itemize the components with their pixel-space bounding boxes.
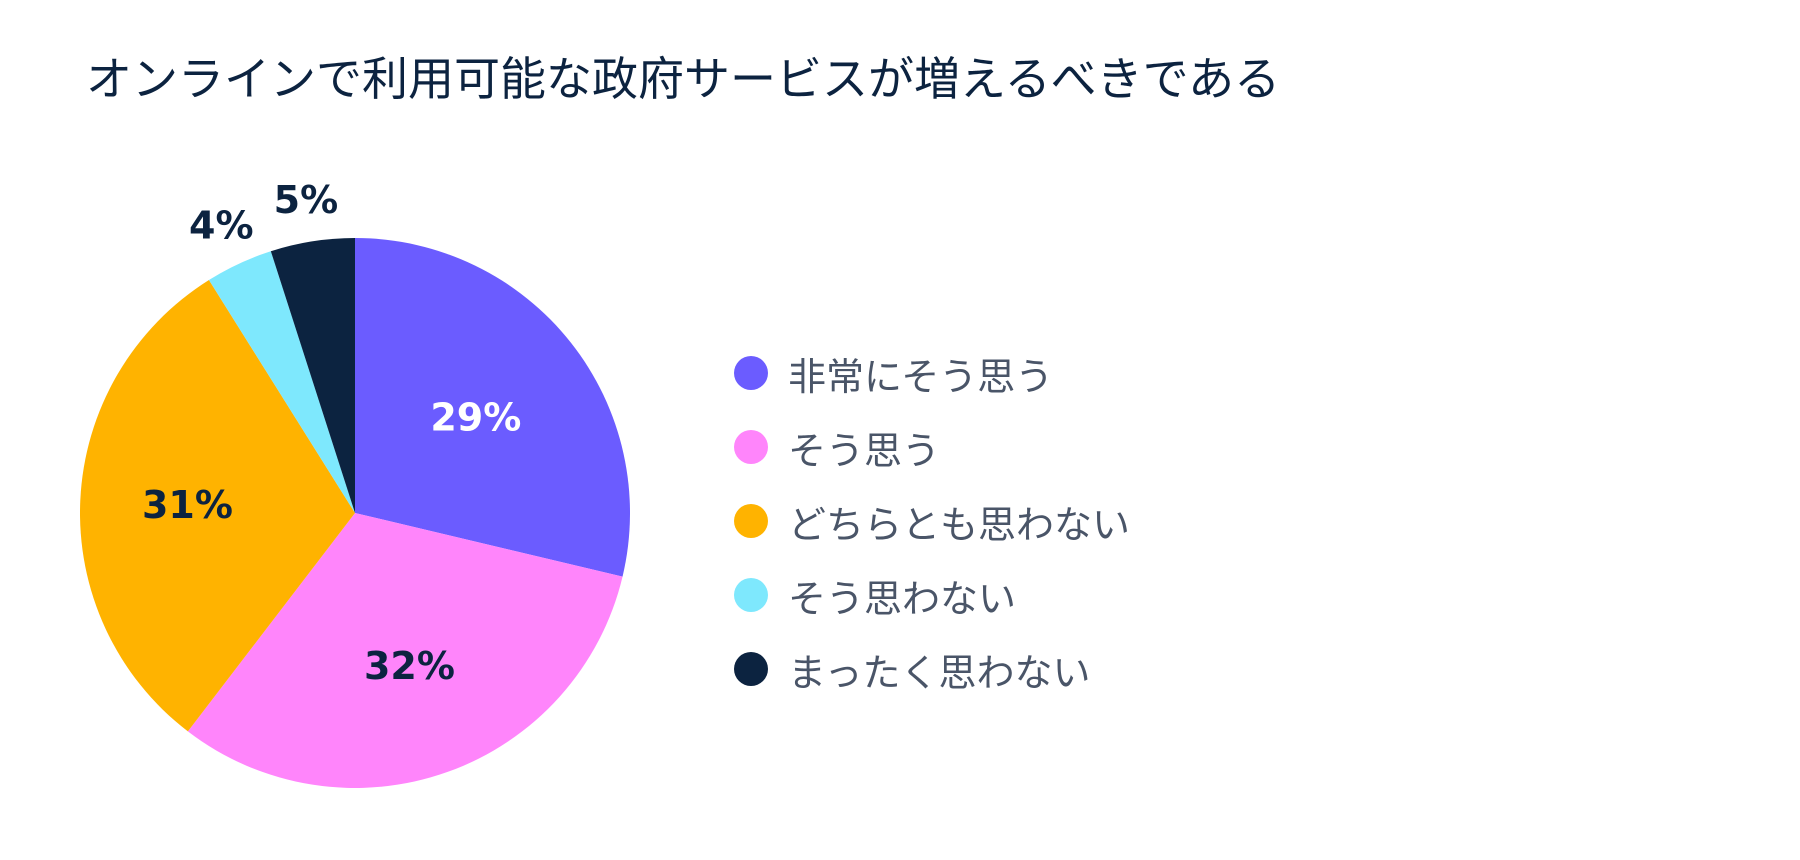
pie-slice xyxy=(270,238,355,513)
legend-swatch xyxy=(734,652,768,686)
pie-slice-label: 32% xyxy=(364,644,455,688)
legend: 非常にそう思う そう思うどちらとも思わない そう思わないまったく思わない xyxy=(734,336,1130,706)
pie-slice-label: 29% xyxy=(430,396,521,440)
legend-label: そう思わない xyxy=(788,576,1017,621)
legend-item: 非常にそう思う xyxy=(734,336,1130,410)
pie-slice xyxy=(355,238,631,577)
legend-item: どちらとも思わない xyxy=(734,484,1130,558)
legend-label: そう思う xyxy=(788,428,941,473)
legend-label: まったく思わない xyxy=(788,650,1091,695)
legend-swatch xyxy=(734,504,768,538)
legend-item: そう思わない xyxy=(734,558,1130,632)
pie-slice xyxy=(208,251,355,513)
pie-slice-label: 31% xyxy=(142,483,233,527)
legend-swatch xyxy=(734,356,768,390)
pie-slice xyxy=(80,279,356,732)
chart-title: オンラインで利用可能な政府サービスが増えるべきである xyxy=(86,52,1281,106)
legend-label: 非常にそう思う xyxy=(788,354,1054,399)
legend-swatch xyxy=(734,430,768,464)
legend-item: まったく思わない xyxy=(734,632,1130,706)
pie-chart: 29% 32% 31% 4% 5% xyxy=(80,178,631,789)
pie-slice xyxy=(187,513,623,789)
legend-swatch xyxy=(734,578,768,612)
legend-item: そう思う xyxy=(734,410,1130,484)
pie-slice-label: 5% xyxy=(274,178,339,222)
pie-slice-label: 4% xyxy=(189,204,254,248)
legend-label: どちらとも思わない xyxy=(788,502,1131,547)
